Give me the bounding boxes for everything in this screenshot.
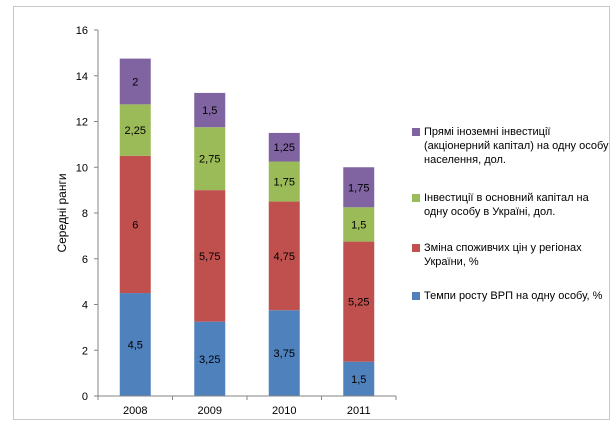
bar-segment xyxy=(343,241,375,362)
x-tick-label: 2009 xyxy=(198,405,222,417)
bar-segment xyxy=(194,92,226,128)
data-label: 3,75 xyxy=(274,348,295,360)
bars-group xyxy=(119,58,375,396)
bar-segment xyxy=(119,58,151,105)
legend-swatch xyxy=(412,194,420,202)
y-tick-label: 2 xyxy=(82,345,88,357)
data-label: 1,25 xyxy=(274,142,295,154)
legend-label: Темпи росту ВРП на одну особу, % xyxy=(424,290,603,302)
legend-item: Інвестиції в основний капітал на одну ос… xyxy=(412,191,612,233)
data-label: 1,5 xyxy=(351,219,366,231)
legend-swatch xyxy=(412,244,420,252)
y-axis-title: Середні ранги xyxy=(55,173,69,252)
legend-item: Темпи росту ВРП на одну особу, % xyxy=(412,289,612,331)
bar-segment xyxy=(119,293,151,396)
data-label: 1,5 xyxy=(351,374,366,386)
data-label: 1,5 xyxy=(202,105,217,117)
y-tick-label: 10 xyxy=(76,162,88,174)
x-tick-label: 2008 xyxy=(123,405,147,417)
x-tick-label: 2010 xyxy=(272,405,296,417)
y-tick-label: 0 xyxy=(82,391,88,403)
legend-label: Інвестиції в основний капітал на одну ос… xyxy=(424,192,589,218)
bar-segment xyxy=(268,201,300,311)
x-tick-label: 2011 xyxy=(347,405,371,417)
bar-segment xyxy=(268,161,300,202)
y-tick-label: 8 xyxy=(82,208,88,220)
data-label: 5,75 xyxy=(199,251,220,263)
legend-label: Прямі іноземні інвестиції (акціонерний к… xyxy=(424,126,609,166)
data-label: 1,75 xyxy=(274,177,295,189)
bar-segment xyxy=(194,127,226,191)
data-label: 1,75 xyxy=(348,182,369,194)
bar-segment xyxy=(268,310,300,396)
bar-segment xyxy=(194,190,226,322)
legend-item: Прямі іноземні інвестиції (акціонерний к… xyxy=(412,125,612,181)
legend-label: Зміна споживчих цін у регіонах України, … xyxy=(424,242,582,268)
data-label: 5,25 xyxy=(348,297,369,309)
y-tick-label: 6 xyxy=(82,254,88,266)
legend-item: Зміна споживчих цін у регіонах України, … xyxy=(412,241,612,283)
labels-group: 4,5 6 2,25 2 3,25 5,75 2,75 1,5 3,75 4,75 1,75 1,25… xyxy=(125,76,370,385)
y-tick-label: 16 xyxy=(76,25,88,37)
bar-segment xyxy=(119,155,151,294)
bar-segment xyxy=(343,361,375,396)
data-label: 4,5 xyxy=(128,340,143,352)
bar-segment xyxy=(194,321,226,396)
chart-frame xyxy=(13,6,610,420)
bar-segment xyxy=(119,104,151,156)
legend-swatch xyxy=(412,292,420,300)
data-label: 2,75 xyxy=(199,154,220,166)
bar-segment xyxy=(343,207,375,242)
data-label: 4,75 xyxy=(274,251,295,263)
data-label: 2 xyxy=(132,76,138,88)
data-label: 2,25 xyxy=(125,125,146,137)
data-label: 3,25 xyxy=(199,354,220,366)
axes-group: 0 2 4 6 8 10 12 14 16 Середні ранги 2008 2009 2010 20… xyxy=(55,25,397,417)
bar-segment xyxy=(343,167,375,208)
bar-segment xyxy=(268,132,300,162)
legend-swatch xyxy=(412,128,420,136)
y-tick-label: 14 xyxy=(76,71,88,83)
y-tick-label: 12 xyxy=(76,117,88,129)
y-tick-label: 4 xyxy=(82,300,88,312)
data-label: 6 xyxy=(132,219,138,231)
